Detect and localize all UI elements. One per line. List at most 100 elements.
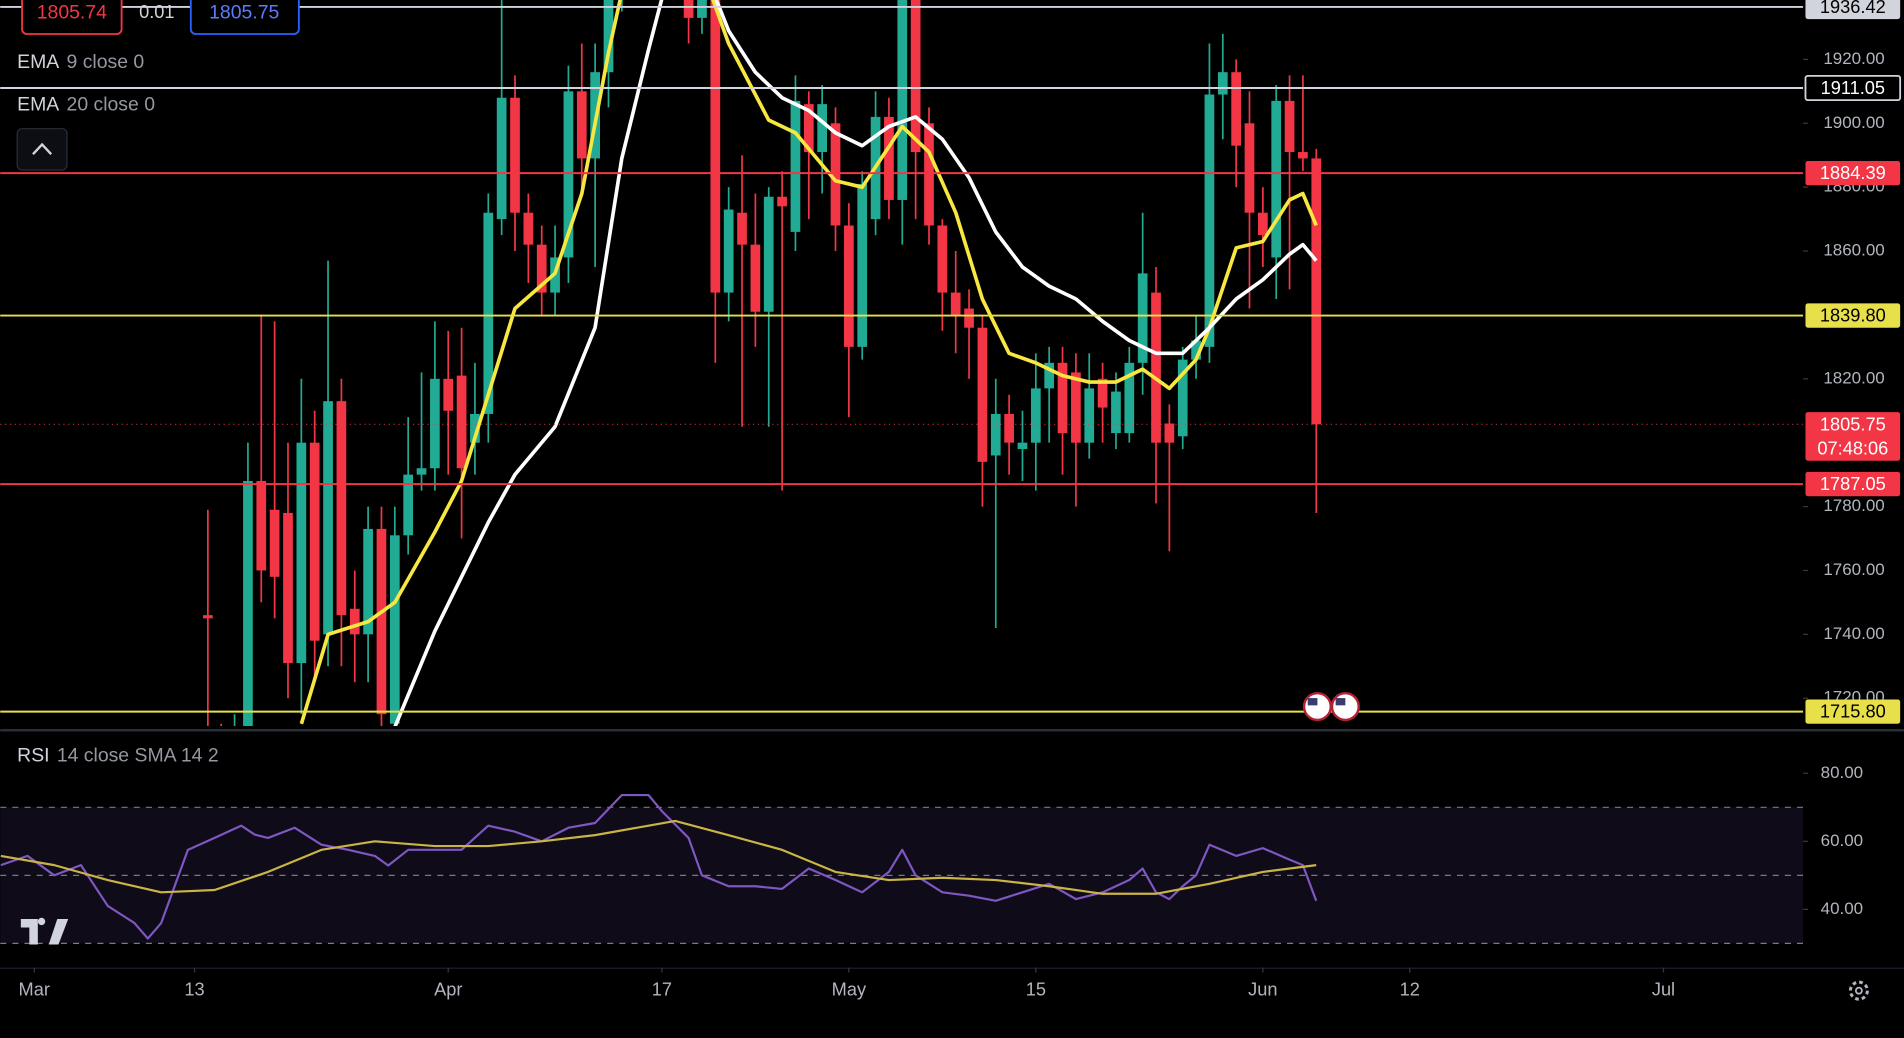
legend-entry: EMA 9 close 0	[17, 51, 144, 73]
price-level-label-box	[1805, 303, 1901, 328]
candle-body	[1111, 391, 1121, 434]
candle-body	[1137, 273, 1148, 363]
candle-body	[1071, 372, 1081, 443]
candle-body	[897, 0, 908, 200]
price-level-label: 1805.75	[1820, 414, 1886, 434]
price-level-label: 1884.39	[1820, 163, 1886, 183]
candle-body	[937, 225, 948, 293]
candle-body	[1311, 158, 1322, 425]
price-level-label: 1839.80	[1820, 306, 1886, 326]
candle-body	[269, 509, 280, 577]
us-flag-event[interactable]	[1302, 692, 1332, 722]
candle-body	[1217, 72, 1228, 95]
candle-body	[737, 212, 747, 245]
candle-body	[1298, 152, 1308, 159]
price-level-label: 1911.05	[1821, 78, 1885, 98]
candle-body	[817, 104, 828, 153]
candle-body	[697, 0, 707, 18]
y-tick-label: 1920.00	[1823, 49, 1884, 68]
bid-box[interactable]	[21, 0, 123, 35]
candle-body	[750, 244, 761, 312]
price-level-label: 1787.05	[1820, 474, 1886, 494]
ema-line	[299, 0, 1318, 725]
collapse-button[interactable]	[16, 128, 68, 171]
x-tick-label: May	[832, 979, 867, 999]
price-level-label-box	[1805, 471, 1901, 497]
x-tick-label: Apr	[434, 979, 462, 999]
candle-body	[924, 123, 934, 226]
candle-body	[243, 481, 253, 726]
candle-body	[1124, 362, 1135, 434]
candle-body	[830, 123, 841, 226]
candle-body	[430, 378, 440, 469]
candle-body	[523, 212, 534, 245]
candle-body	[1084, 388, 1095, 443]
candle-body	[710, 0, 721, 293]
candle-body	[603, 0, 614, 73]
logo-shape	[20, 917, 69, 945]
tradingview-logo	[20, 917, 69, 945]
x-tick-label: 17	[652, 979, 672, 999]
candle-body	[483, 212, 494, 414]
candle-body	[1044, 362, 1055, 389]
candle-body	[203, 615, 213, 619]
settings-button[interactable]	[1848, 980, 1869, 1001]
candle-body	[763, 196, 774, 312]
spread: 0.01	[139, 2, 174, 22]
y-tick-label: 80.00	[1821, 763, 1864, 782]
y-tick-label: 1780.00	[1823, 496, 1884, 515]
y-tick-label: 40.00	[1821, 899, 1864, 918]
legend-name: EMA	[17, 51, 59, 73]
candle-body	[403, 474, 414, 536]
candle-body	[563, 91, 574, 258]
ema-line	[393, 0, 1318, 726]
candle-body	[723, 209, 734, 293]
candle-body	[443, 378, 454, 411]
quote-header: 1805.74 0.01 1805.75	[21, 0, 300, 35]
candle-body	[964, 308, 974, 328]
candle-body	[1231, 72, 1242, 146]
x-tick-label: 12	[1400, 979, 1420, 999]
rsi-line	[0, 793, 1318, 940]
candle-body	[977, 327, 988, 462]
candle-body	[1177, 359, 1188, 437]
us-flag-event[interactable]	[1330, 692, 1360, 722]
event-flags[interactable]	[1302, 692, 1360, 722]
candle-body	[456, 375, 467, 469]
candle-body	[844, 225, 854, 347]
collapse-button-box[interactable]	[16, 128, 68, 171]
legend-params: 14 close SMA 14 2	[57, 744, 219, 766]
candle-body	[389, 535, 400, 724]
legend-params: 20 close 0	[67, 94, 156, 116]
candle-body	[363, 528, 373, 635]
y-tick-label: 60.00	[1821, 831, 1864, 850]
candle-body	[990, 413, 1001, 456]
candle-body	[1191, 340, 1201, 360]
candle-body	[910, 0, 921, 153]
price-level-label: 1715.80	[1820, 702, 1886, 722]
candle-body	[884, 116, 894, 200]
bid-price: 1805.74	[37, 1, 107, 23]
candle-body	[1151, 292, 1161, 443]
candle-body	[1017, 442, 1028, 450]
flag-canton	[1335, 698, 1346, 706]
candle-body	[376, 528, 387, 715]
candle-body	[857, 183, 868, 347]
candle-body	[536, 244, 547, 293]
x-tick-label: Mar	[19, 979, 50, 999]
price-level-label: 1936.42	[1820, 0, 1886, 17]
candle-body	[1030, 388, 1041, 443]
candle-body	[323, 401, 333, 635]
candle-body	[950, 292, 961, 315]
x-tick-label: 15	[1026, 979, 1046, 999]
rsi-line	[0, 819, 1317, 895]
candle-body	[309, 442, 320, 641]
candle-body	[576, 91, 587, 159]
legend-entry: EMA 20 close 0	[17, 94, 155, 116]
gear-icon[interactable]	[1848, 980, 1869, 1001]
candle-body	[1284, 100, 1295, 153]
candle-body	[510, 97, 520, 213]
ask-box[interactable]	[189, 0, 300, 35]
x-tick-label: Jul	[1652, 979, 1675, 999]
